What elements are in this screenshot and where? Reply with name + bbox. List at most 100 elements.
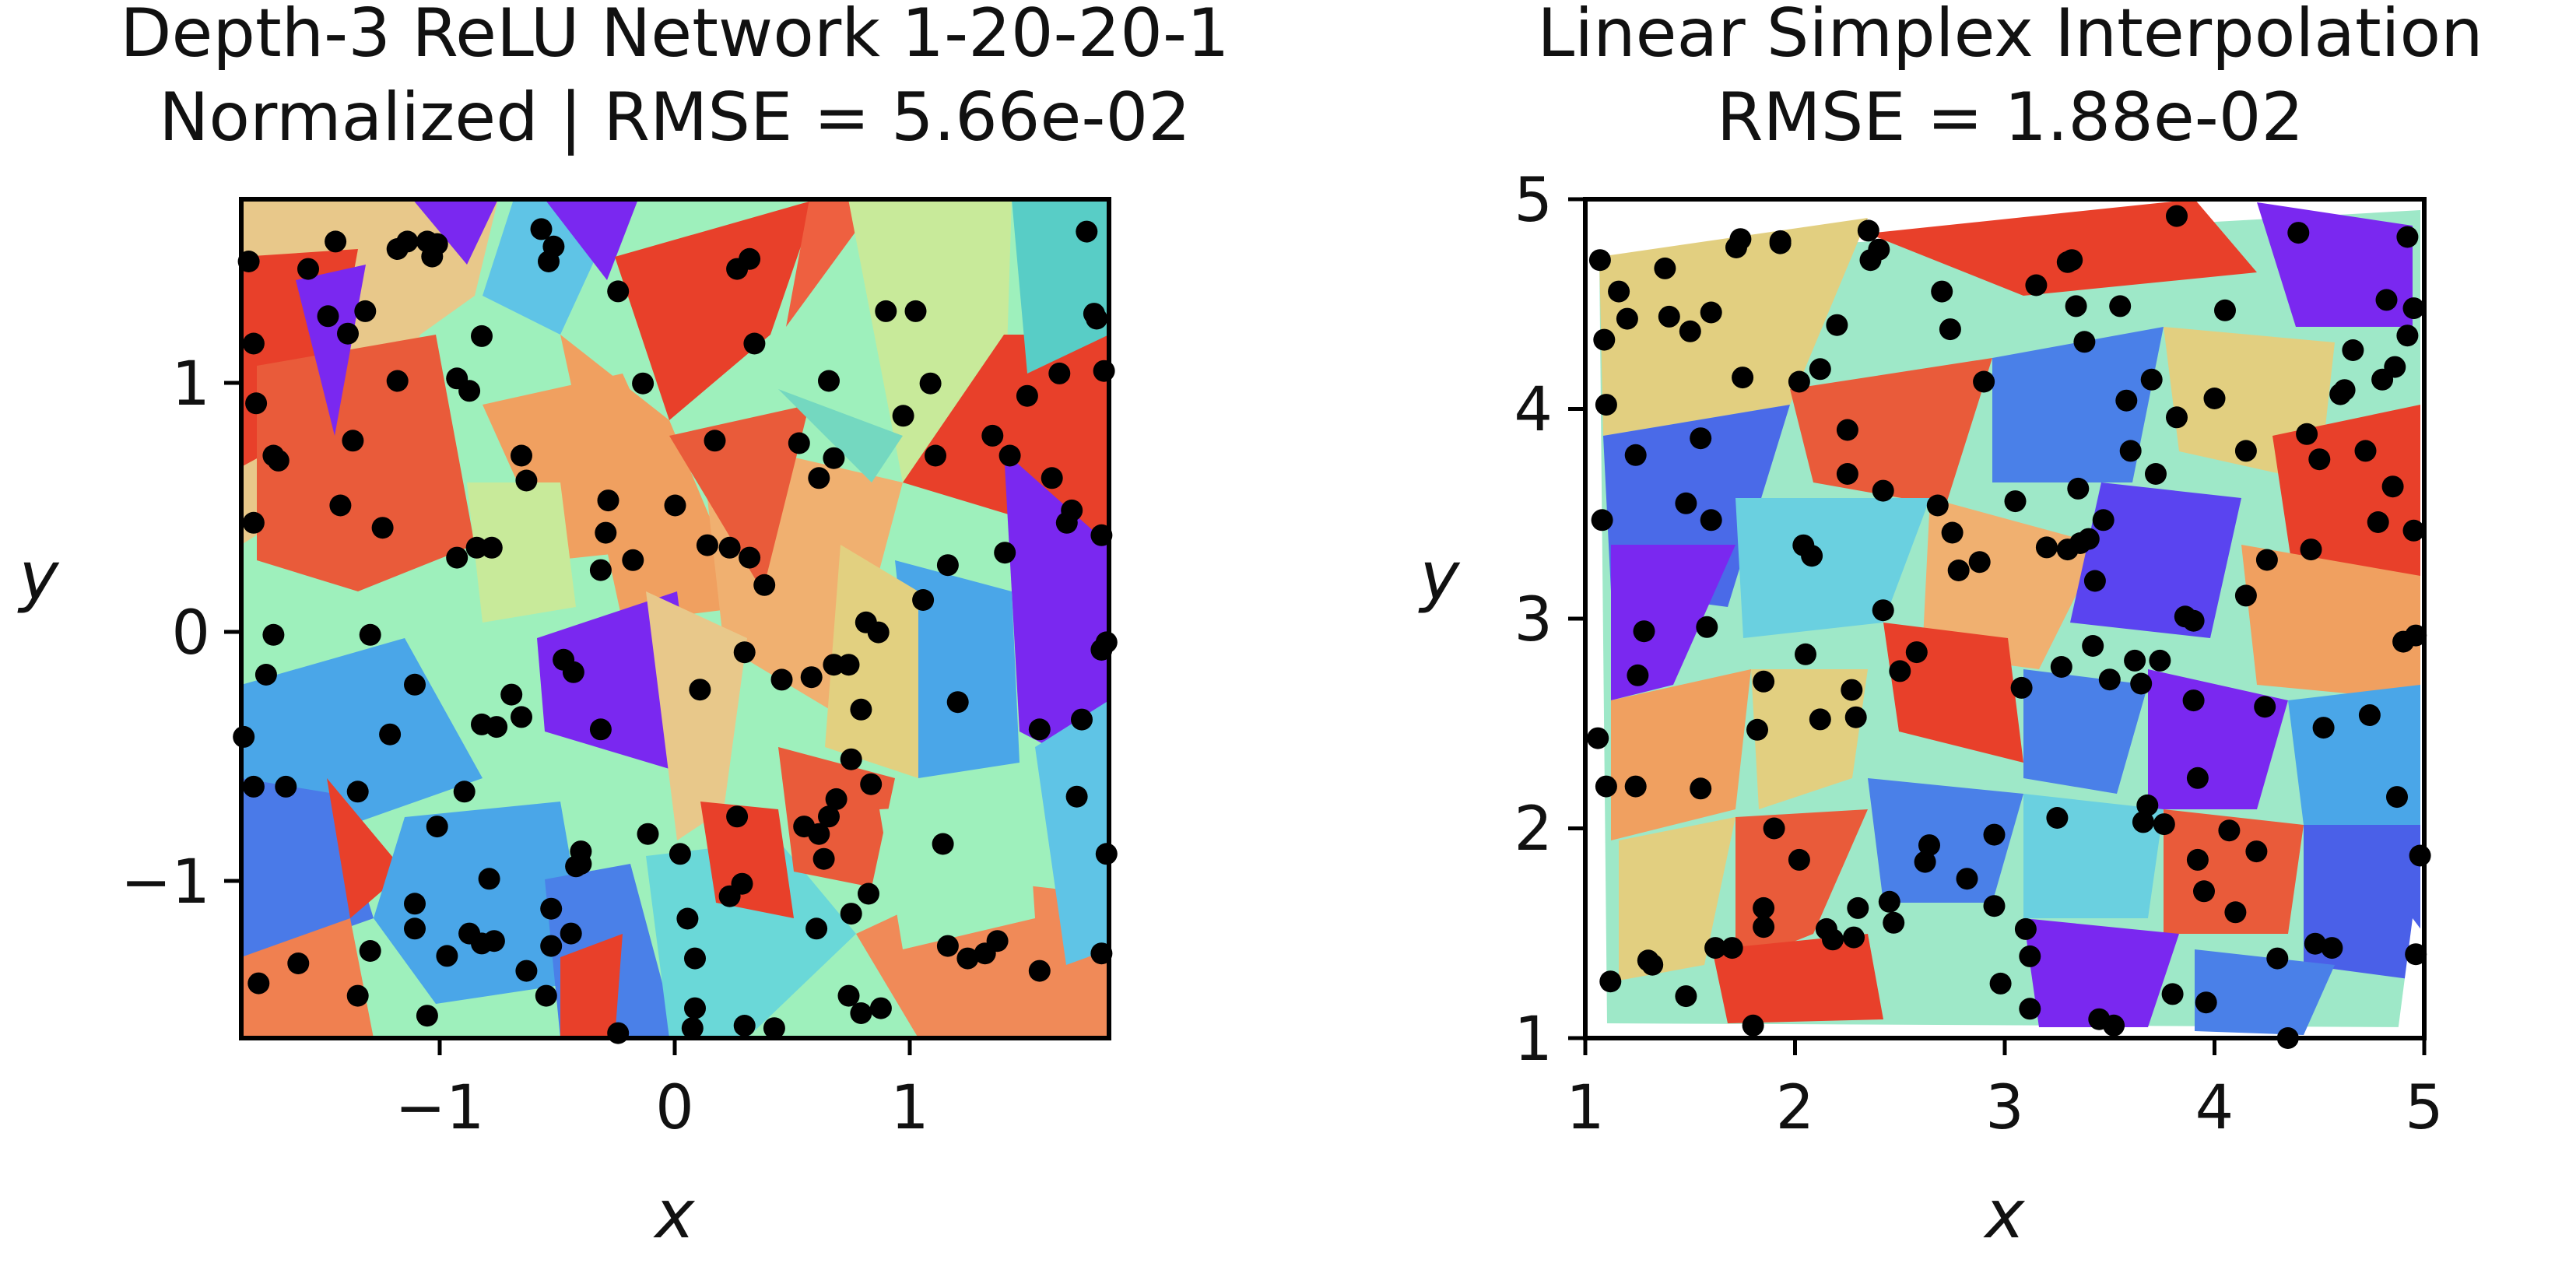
data-point (2342, 339, 2364, 361)
data-point (1742, 1014, 1764, 1037)
data-point (2019, 945, 2041, 967)
data-point (1847, 896, 1869, 919)
data-point (840, 748, 862, 770)
data-point (2161, 983, 2184, 1005)
chart-subtitle: RMSE = 1.88e-02 (1717, 79, 2304, 156)
data-point (858, 882, 879, 905)
data-point (1595, 394, 1617, 416)
data-point (1878, 890, 1900, 913)
data-point (515, 960, 538, 982)
data-point (354, 300, 377, 322)
data-point (386, 370, 409, 392)
data-point (1704, 937, 1727, 960)
data-point (932, 833, 954, 855)
data-point (2396, 325, 2419, 347)
data-point (2046, 807, 2069, 829)
data-point (825, 788, 848, 810)
x-tick-label: 1 (890, 1073, 929, 1143)
data-point (1983, 895, 2006, 917)
data-point (275, 775, 297, 798)
data-point (589, 559, 612, 581)
data-point (840, 903, 862, 925)
data-point (1753, 670, 1775, 693)
data-point (287, 952, 310, 974)
data-point (2300, 539, 2322, 561)
data-point (1016, 384, 1038, 407)
data-point (860, 773, 883, 795)
data-point (2245, 840, 2268, 863)
data-point (681, 1017, 704, 1040)
data-point (2083, 570, 2106, 592)
data-point (1076, 220, 1098, 243)
data-point (770, 668, 793, 691)
data-point (242, 511, 265, 534)
data-point (837, 654, 860, 676)
data-point (2333, 379, 2356, 402)
data-point (2140, 368, 2163, 391)
data-point (2025, 274, 2048, 296)
data-point (1809, 708, 1831, 731)
data-point (426, 816, 448, 838)
x-axis-label: x (653, 1176, 696, 1254)
data-point (1809, 358, 1831, 381)
data-point (1729, 228, 1752, 251)
data-point (726, 805, 749, 828)
data-point (1599, 970, 1622, 993)
data-point (2409, 844, 2431, 867)
data-point (346, 781, 369, 803)
data-point (622, 549, 644, 571)
data-point (808, 823, 830, 845)
data-point (1700, 509, 1722, 532)
data-point (2153, 813, 2175, 836)
data-point (346, 984, 369, 1007)
scatter-points (1587, 205, 2431, 1049)
data-point (696, 534, 718, 556)
chart-panel-simplex: Linear Simplex Interpolation RMSE = 1.88… (1418, 0, 2483, 1254)
data-point (1595, 775, 1617, 798)
data-point (2073, 331, 2096, 353)
data-point (1591, 509, 1613, 532)
data-point (676, 907, 699, 930)
data-point (540, 897, 563, 920)
data-point (2396, 226, 2419, 248)
data-point (869, 997, 892, 1019)
data-point (396, 230, 419, 253)
data-point (1973, 370, 1995, 393)
data-point (1883, 911, 1905, 934)
data-point (837, 984, 860, 1007)
data-point (1788, 848, 1810, 871)
y-axis: 5 4 3 2 1 y (1418, 166, 1585, 1075)
data-point (2218, 819, 2241, 842)
data-point (570, 853, 592, 875)
data-point (542, 235, 565, 258)
data-point (2082, 635, 2104, 657)
x-axis: 1 2 3 4 5 x (1566, 1038, 2444, 1254)
data-point (2186, 848, 2209, 871)
data-point (2224, 901, 2247, 924)
data-point (2050, 656, 2072, 678)
data-point (404, 917, 426, 940)
data-point (1028, 718, 1051, 741)
data-point (1093, 360, 1115, 382)
data-point (664, 494, 686, 517)
x-tick-label: 4 (2195, 1073, 2234, 1143)
data-point (1968, 551, 1991, 574)
data-point (471, 325, 493, 347)
data-point (1753, 916, 1775, 938)
data-point (1889, 660, 1911, 682)
y-axis: 1 0 −1 y (17, 349, 241, 917)
data-point (2367, 511, 2389, 533)
data-point (486, 716, 508, 738)
data-point (739, 546, 761, 569)
data-point (733, 641, 756, 664)
data-point (262, 623, 285, 646)
data-point (2132, 811, 2154, 833)
data-point (912, 589, 935, 611)
data-point (919, 372, 942, 395)
data-point (2077, 528, 2100, 550)
data-point (2304, 932, 2326, 955)
data-point (342, 430, 364, 452)
data-point (560, 922, 582, 945)
data-point (1769, 232, 1792, 254)
data-point (446, 546, 469, 569)
